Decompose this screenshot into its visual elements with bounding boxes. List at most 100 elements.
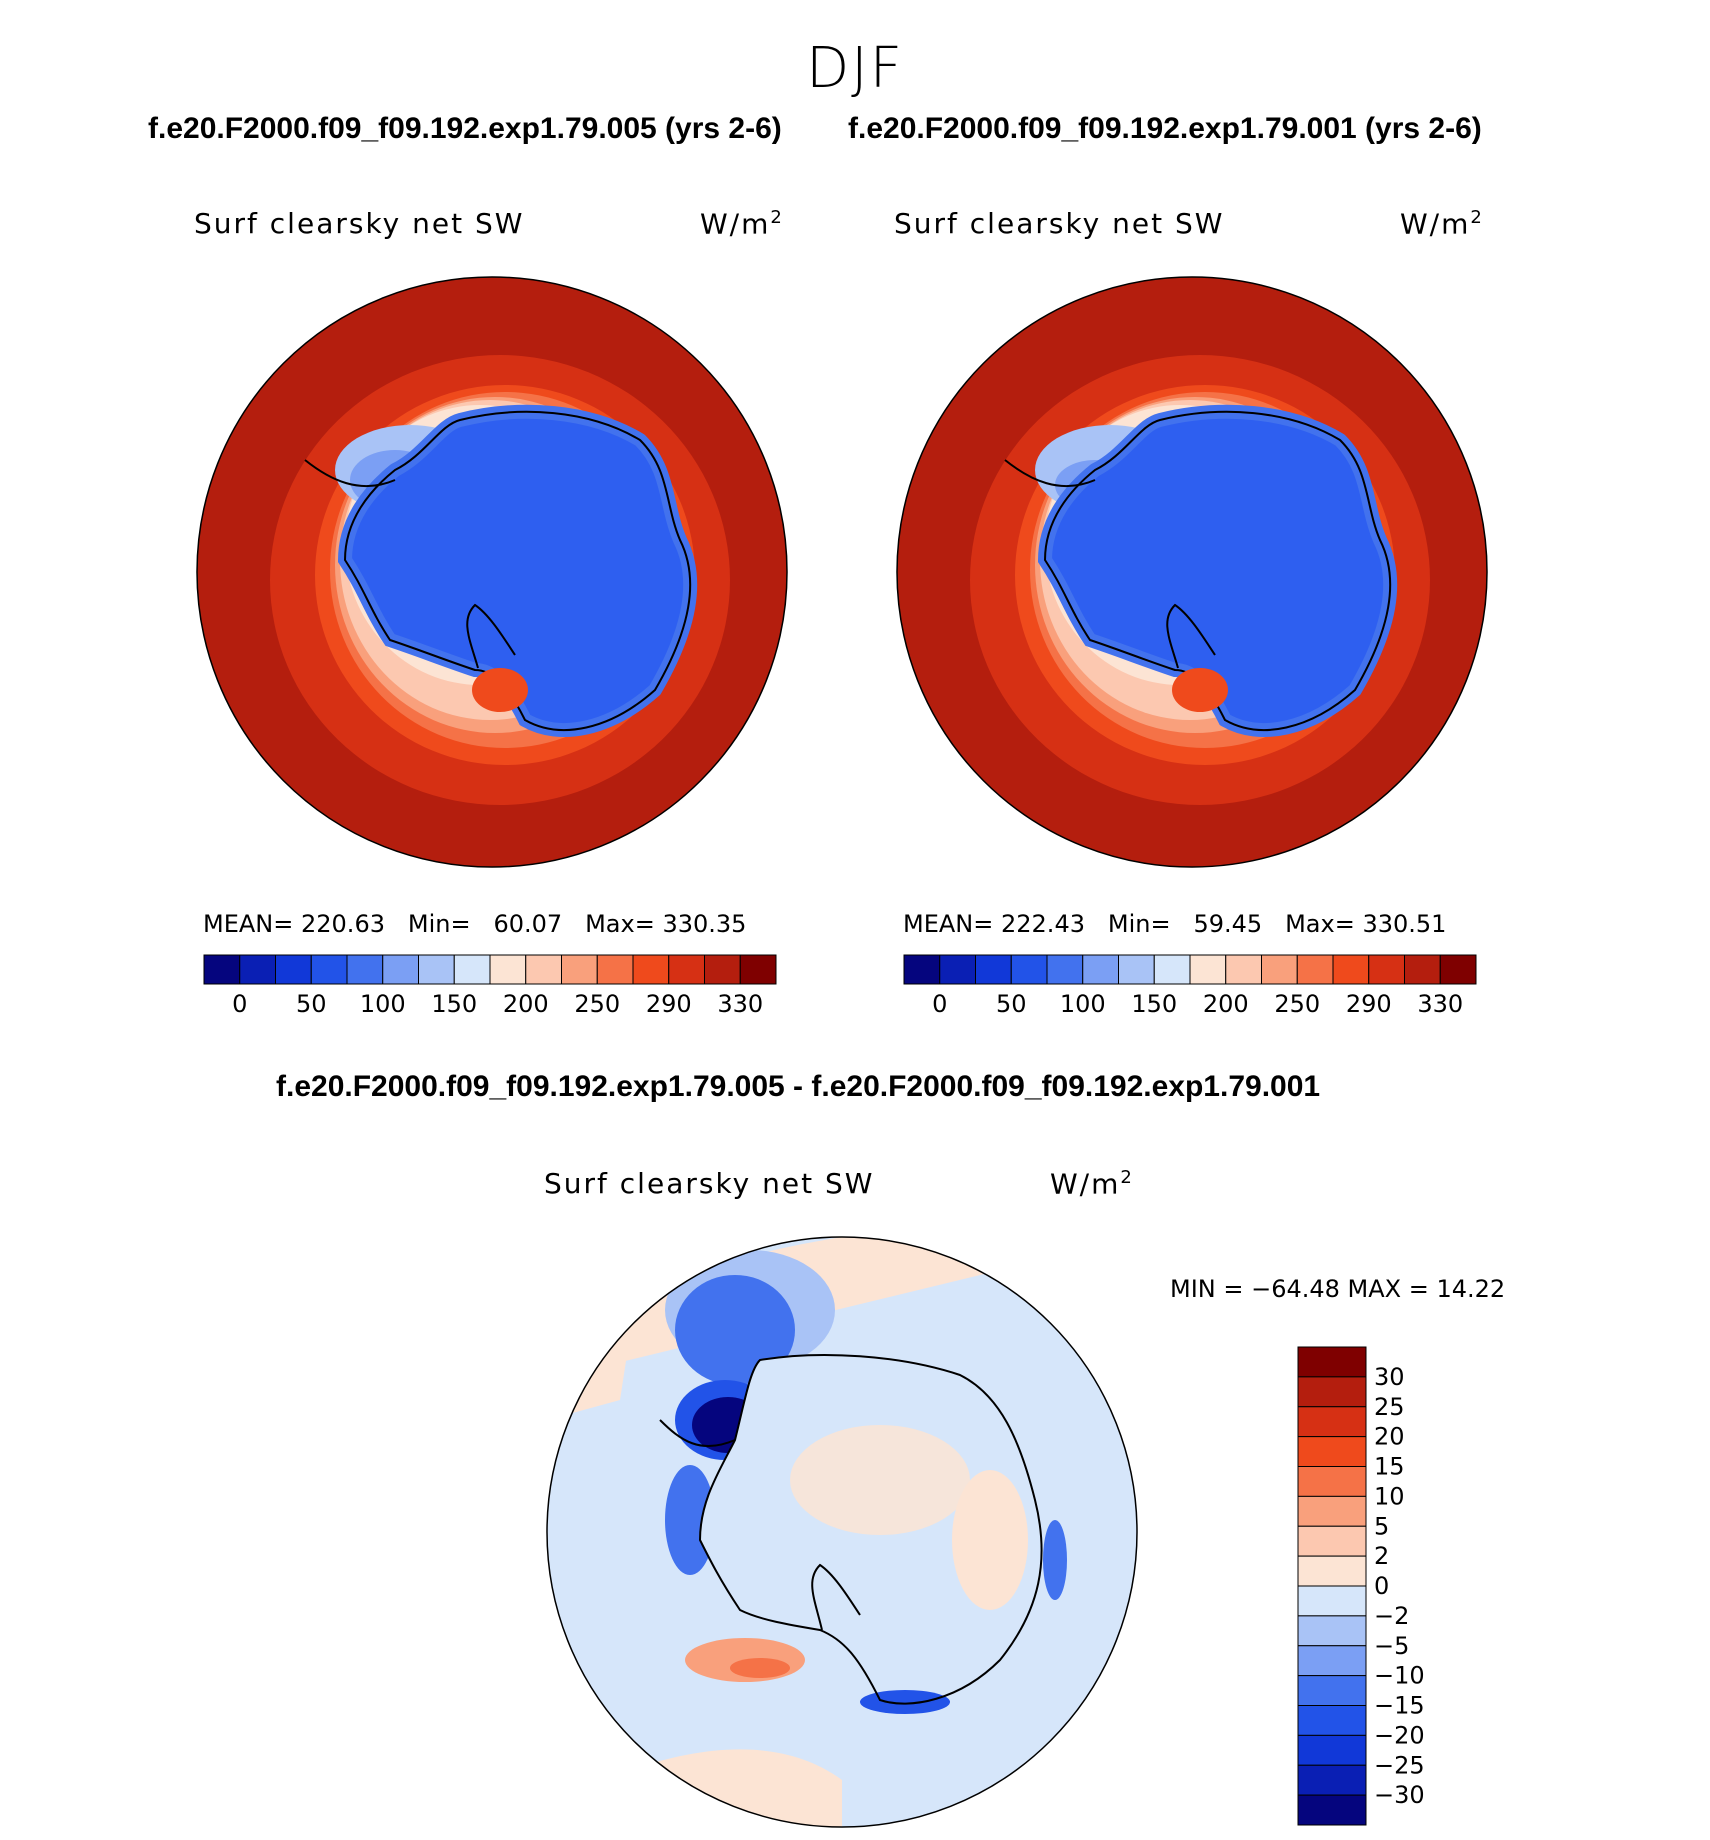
right-colorbar-swatch — [1082, 954, 1119, 985]
left-colorbar-swatch — [346, 954, 384, 985]
difference-colorbar-tick-label: 15 — [1374, 1453, 1405, 1481]
left-map — [197, 277, 787, 867]
right-stats: MEAN= 222.43 Min= 59.45 Max= 330.51 — [903, 910, 1447, 938]
left-panel-title: f.e20.F2000.f09_f09.192.exp1.79.005 (yrs… — [148, 112, 782, 145]
difference-colorbar-swatch — [1297, 1764, 1367, 1796]
difference-colorbar-swatch — [1297, 1346, 1367, 1378]
difference-panel-title: f.e20.F2000.f09_f09.192.exp1.79.005 - f.… — [276, 1070, 1321, 1103]
left-colorbar-tick-label: 100 — [360, 990, 406, 1018]
difference-variable-label: Surf clearsky net SW — [544, 1167, 875, 1200]
right-colorbar-swatch — [1189, 954, 1227, 985]
difference-colorbar-swatch — [1297, 1436, 1367, 1467]
right-units-label: W/m2 — [1400, 207, 1484, 241]
right-panel-title: f.e20.F2000.f09_f09.192.exp1.79.001 (yrs… — [848, 112, 1482, 145]
right-colorbar-tick-label: 100 — [1060, 990, 1106, 1018]
left-colorbar-swatch — [239, 954, 276, 985]
difference-colorbar-tick-label: 20 — [1374, 1423, 1405, 1451]
right-variable-label: Surf clearsky net SW — [894, 207, 1225, 240]
difference-colorbar-tick-label: 2 — [1374, 1542, 1389, 1570]
left-colorbar: 0 50 100 150 200 250 290 330 — [203, 954, 777, 1018]
left-colorbar-tick-label: 200 — [503, 990, 549, 1018]
right-colorbar-tick-label: 0 — [932, 990, 947, 1018]
right-colorbar-tick-label: 150 — [1131, 990, 1177, 1018]
difference-colorbar-swatch — [1297, 1466, 1367, 1497]
difference-colorbar-tick-label: −20 — [1374, 1721, 1425, 1749]
right-colorbar-swatch — [1118, 954, 1155, 985]
difference-colorbar-tick-label: −5 — [1374, 1632, 1409, 1660]
left-colorbar-swatch — [203, 954, 241, 985]
left-colorbar-swatch — [310, 954, 348, 985]
left-stats: MEAN= 220.63 Min= 60.07 Max= 330.35 — [203, 910, 747, 938]
left-colorbar-swatch — [453, 954, 491, 985]
right-colorbar-swatch — [1046, 954, 1084, 985]
left-colorbar-swatch — [418, 954, 455, 985]
left-colorbar-tick-label: 290 — [646, 990, 692, 1018]
difference-colorbar-swatch — [1297, 1734, 1367, 1766]
difference-colorbar-swatch — [1297, 1376, 1367, 1408]
difference-map-border — [546, 1236, 1138, 1828]
left-colorbar-swatch — [561, 954, 598, 985]
right-colorbar-swatch — [1332, 954, 1370, 985]
left-colorbar-tick-label: 150 — [431, 990, 477, 1018]
right-colorbar-swatch — [1439, 954, 1477, 985]
right-colorbar-swatch — [975, 954, 1012, 985]
left-units-label: W/m2 — [700, 207, 784, 241]
difference-colorbar-swatch — [1297, 1585, 1367, 1617]
difference-min-max: MIN = −64.48 MAX = 14.22 — [1170, 1275, 1506, 1303]
difference-colorbar-swatch — [1297, 1495, 1367, 1527]
right-colorbar-swatch — [939, 954, 976, 985]
difference-colorbar-tick-label: 5 — [1374, 1512, 1389, 1540]
right-colorbar: 0 50 100 150 200 250 290 330 — [903, 954, 1477, 1018]
season-title: DJF — [806, 36, 904, 101]
right-colorbar-tick-label: 50 — [996, 990, 1027, 1018]
difference-colorbar-tick-label: 30 — [1374, 1363, 1405, 1391]
difference-colorbar-swatch — [1297, 1794, 1367, 1826]
right-colorbar-tick-label: 290 — [1346, 990, 1392, 1018]
difference-colorbar-swatch — [1297, 1615, 1367, 1647]
left-variable-label: Surf clearsky net SW — [194, 207, 525, 240]
left-colorbar-tick-label: 250 — [574, 990, 620, 1018]
difference-colorbar-swatch — [1297, 1705, 1367, 1736]
difference-colorbar-tick-label: −25 — [1374, 1751, 1425, 1779]
right-colorbar-swatch — [1010, 954, 1048, 985]
difference-colorbar-swatch — [1297, 1675, 1367, 1706]
difference-colorbar-swatch — [1297, 1555, 1367, 1587]
right-colorbar-tick-label: 250 — [1274, 990, 1320, 1018]
difference-colorbar-tick-label: −15 — [1374, 1692, 1425, 1720]
left-colorbar-swatch — [739, 954, 777, 985]
left-colorbar-swatch — [668, 954, 705, 985]
difference-units-label: W/m2 — [1050, 1167, 1134, 1201]
difference-map — [547, 1237, 1137, 1827]
right-colorbar-swatch — [903, 954, 941, 985]
difference-colorbar-tick-label: −30 — [1374, 1781, 1425, 1809]
difference-colorbar-swatch — [1297, 1525, 1367, 1557]
left-colorbar-tick-label: 330 — [717, 990, 763, 1018]
right-colorbar-tick-label: 200 — [1203, 990, 1249, 1018]
right-colorbar-swatch — [1225, 954, 1262, 985]
left-colorbar-tick-label: 0 — [232, 990, 247, 1018]
difference-colorbar-swatch — [1297, 1645, 1367, 1677]
difference-colorbar-tick-label: −2 — [1374, 1602, 1409, 1630]
right-colorbar-swatch — [1368, 954, 1405, 985]
right-map — [897, 277, 1487, 867]
right-colorbar-swatch — [1404, 954, 1441, 985]
left-colorbar-swatch — [704, 954, 741, 985]
left-colorbar-swatch — [632, 954, 670, 985]
right-colorbar-swatch — [1261, 954, 1298, 985]
difference-colorbar-tick-label: 25 — [1374, 1393, 1405, 1421]
difference-colorbar-tick-label: 10 — [1374, 1482, 1405, 1510]
right-colorbar-tick-label: 330 — [1417, 990, 1463, 1018]
difference-colorbar-swatch — [1297, 1406, 1367, 1438]
left-colorbar-swatch — [525, 954, 562, 985]
left-map-border — [196, 276, 788, 868]
right-colorbar-swatch — [1153, 954, 1191, 985]
left-colorbar-swatch — [596, 954, 634, 985]
right-colorbar-swatch — [1296, 954, 1334, 985]
left-colorbar-swatch — [275, 954, 312, 985]
left-colorbar-tick-label: 50 — [296, 990, 327, 1018]
right-map-border — [896, 276, 1488, 868]
difference-colorbar-tick-label: −10 — [1374, 1662, 1425, 1690]
difference-colorbar-tick-label: 0 — [1374, 1572, 1389, 1600]
